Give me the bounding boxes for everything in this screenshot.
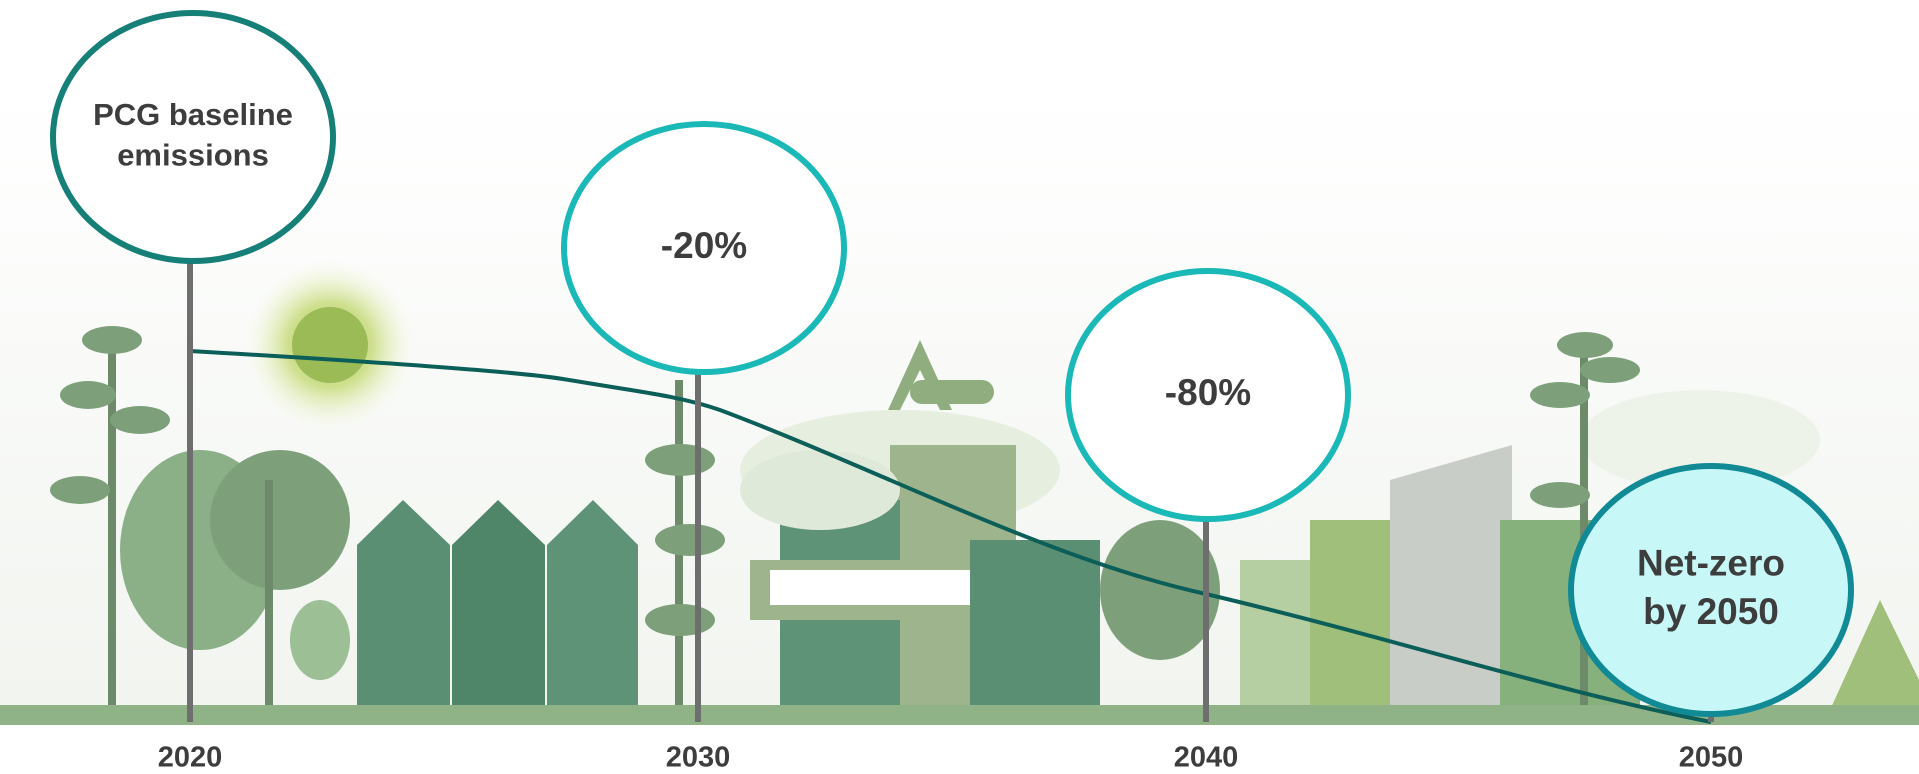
milestone-bubble [1568,463,1854,717]
milestone-bubble [50,10,336,264]
background-illustration [0,95,1919,725]
milestone-label: -20% [661,225,747,266]
year-label: 2050 [1679,742,1744,774]
milestone-label: by 2050 [1643,591,1779,632]
milestone-label: emissions [117,137,269,172]
year-label: 2030 [666,742,731,774]
milestone-bubble [1065,268,1351,522]
milestone-bubble [561,121,847,375]
milestone-label: -80% [1165,372,1251,413]
milestone-label: PCG baseline [93,97,293,132]
milestone-label: Net-zero [1637,543,1785,584]
year-label: 2020 [158,742,223,774]
emissions-curve [189,349,1712,724]
year-label: 2040 [1174,742,1239,774]
